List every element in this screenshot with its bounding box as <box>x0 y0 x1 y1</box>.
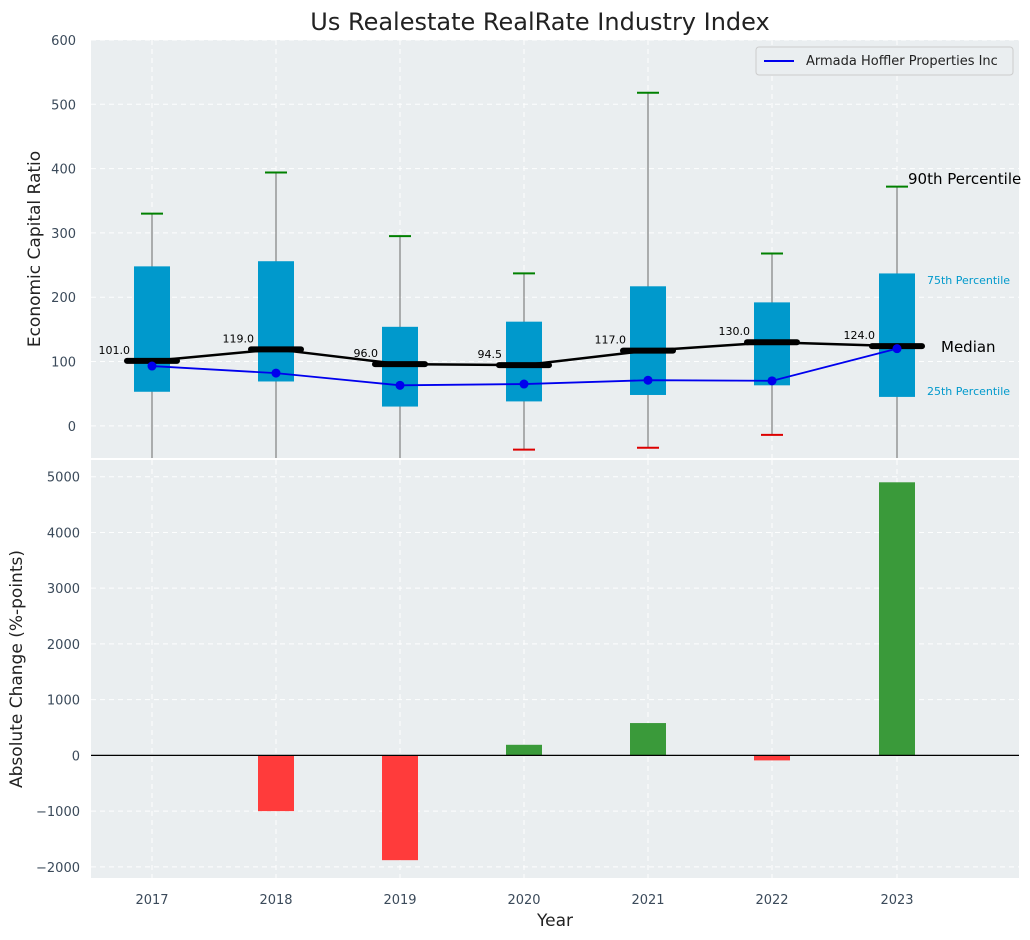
bottom-y-ticks: −2000 −1000 0 1000 2000 3000 4000 5000 <box>36 471 80 876</box>
median-value-label: 117.0 <box>595 334 627 347</box>
x-tick-label: 2022 <box>755 893 788 908</box>
series-point <box>519 379 529 389</box>
top-y-tick-label: 200 <box>51 291 76 306</box>
legend: Armada Hoffler Properties Inc <box>755 46 1014 76</box>
bottom-y-tick-label: 3000 <box>47 582 80 597</box>
change-bars <box>258 482 915 861</box>
change-bar-2018 <box>258 755 294 812</box>
top-y-tick-label: 600 <box>51 34 76 49</box>
bottom-panel: −2000 −1000 0 1000 2000 3000 4000 5000 2017 2018… <box>7 460 1019 931</box>
chart-title: Us Realestate RealRate Industry Index <box>310 8 769 36</box>
change-bar-2019 <box>382 755 418 861</box>
x-axis-label: Year <box>536 911 573 931</box>
median-value-label: 124.0 <box>844 329 876 342</box>
box-2018 <box>258 261 294 382</box>
top-y-tick-label: 400 <box>51 163 76 178</box>
bottom-y-tick-label: 0 <box>72 749 80 764</box>
series-point <box>271 368 281 378</box>
bottom-y-tick-label: 1000 <box>47 694 80 709</box>
legend-label: Armada Hoffler Properties Inc <box>806 54 998 69</box>
annotation-75th: 75th Percentile <box>927 274 1010 287</box>
top-y-tick-label: 100 <box>51 356 76 371</box>
x-tick-label: 2021 <box>631 893 664 908</box>
bottom-y-tick-label: 4000 <box>47 526 80 541</box>
series-point <box>147 361 157 371</box>
box-plots <box>134 91 915 458</box>
bottom-y-axis-label: Absolute Change (%-points) <box>7 550 27 788</box>
bottom-y-tick-label: 2000 <box>47 638 80 653</box>
x-tick-label: 2019 <box>383 893 416 908</box>
top-y-tick-label: 0 <box>68 420 76 435</box>
median-value-label: 94.5 <box>478 348 503 361</box>
median-value-label: 130.0 <box>719 325 751 338</box>
change-bar-2020 <box>506 744 542 756</box>
change-bar-2021 <box>630 723 666 756</box>
top-plot-background <box>91 40 1019 458</box>
annotation-90th: 90th Percentile <box>908 170 1021 188</box>
annotation-median: Median <box>941 338 996 356</box>
series-point <box>892 344 902 354</box>
box-2020 <box>506 321 542 402</box>
x-tick-label: 2018 <box>259 893 292 908</box>
top-y-tick-label: 500 <box>51 98 76 113</box>
top-panel: 0 100 200 300 400 500 600 Economic Capital Rat… <box>25 34 1021 458</box>
median-trend: 101.0 119.0 96.0 94.5 117.0 130.0 124.0 <box>99 325 925 369</box>
legend-box <box>755 46 1014 76</box>
change-bar-2023 <box>879 482 915 756</box>
x-tick-label: 2020 <box>507 893 540 908</box>
top-y-axis-label: Economic Capital Ratio <box>25 151 45 347</box>
series-point <box>395 380 405 390</box>
top-y-tick-label: 300 <box>51 227 76 242</box>
bottom-y-tick-label: −1000 <box>36 805 80 820</box>
change-bar-2022 <box>754 755 790 761</box>
company-series <box>147 344 902 390</box>
percentile-annotations: 90th Percentile 75th Percentile Median 2… <box>908 170 1021 398</box>
median-value-label: 101.0 <box>99 344 131 357</box>
x-tick-label: 2017 <box>135 893 168 908</box>
median-value-label: 96.0 <box>354 347 379 360</box>
series-point <box>643 375 653 385</box>
x-tick-label: 2023 <box>880 893 913 908</box>
bottom-y-tick-label: −2000 <box>36 861 80 876</box>
top-y-ticks: 0 100 200 300 400 500 600 <box>51 34 76 435</box>
box-2017 <box>134 266 170 392</box>
bottom-plot-background <box>91 460 1019 878</box>
annotation-25th: 25th Percentile <box>927 385 1010 398</box>
x-ticks: 2017 2018 2019 2020 2021 2022 2023 <box>135 893 913 908</box>
median-value-label: 119.0 <box>223 332 255 345</box>
box-2023 <box>879 273 915 397</box>
bottom-y-tick-label: 5000 <box>47 471 80 486</box>
series-point <box>767 376 777 386</box>
